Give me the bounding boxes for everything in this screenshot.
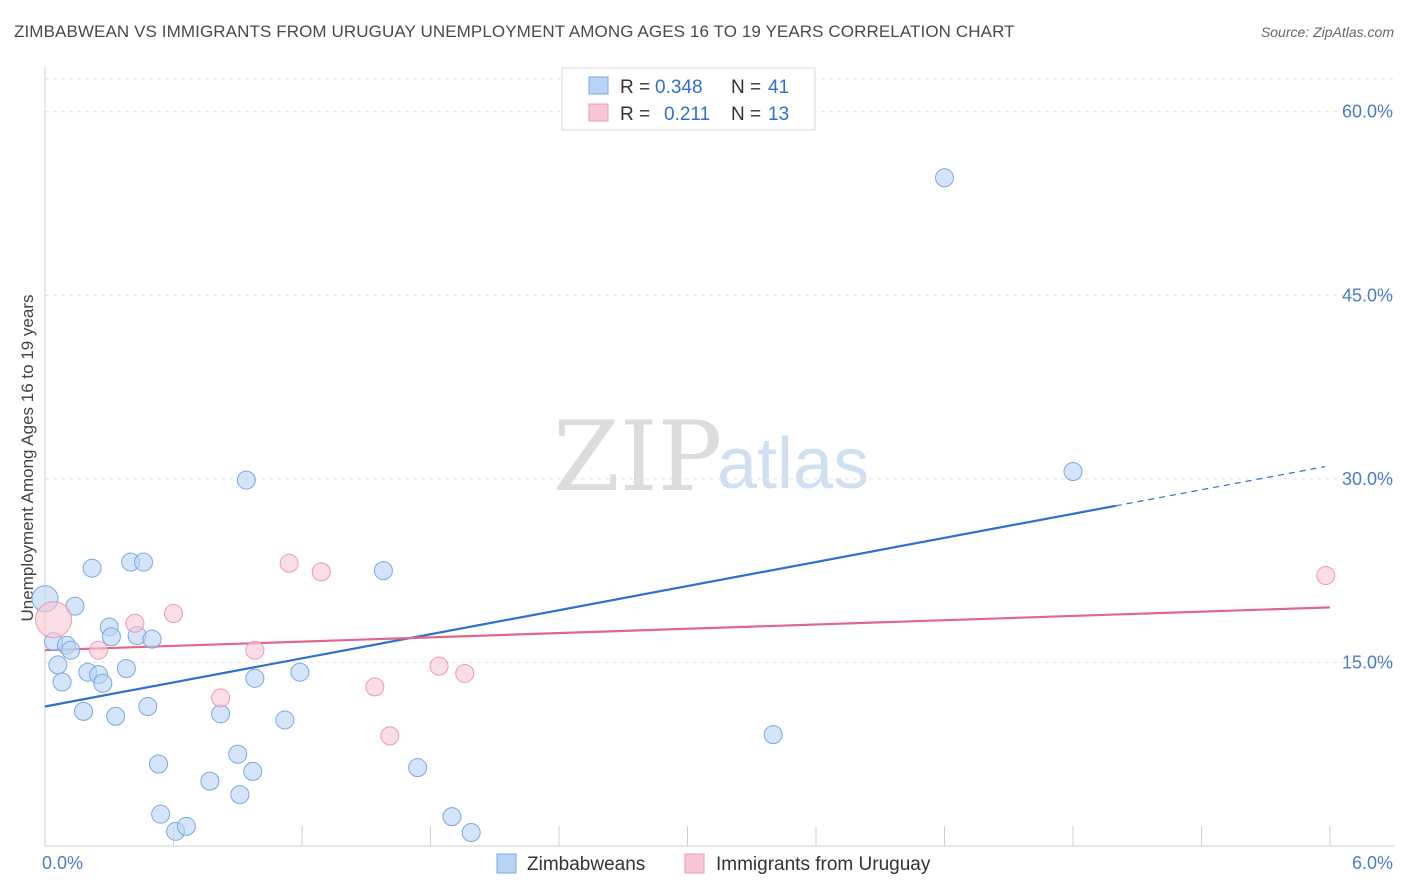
point-zimbabweans [243,761,263,781]
legend-n-value-pink: 13 [768,104,789,125]
watermark-zip: ZIP [553,401,722,513]
bottom-legend-zimbabweans: Zimbabweans [527,854,645,875]
point-zimbabweans [93,673,113,693]
point-zimbabweans [200,771,220,791]
point-uruguay [245,640,265,660]
y-tick-label: 60.0% [1342,102,1393,122]
trend-line-uruguay [44,606,1331,652]
x-tick-labels: 0.0% 6.0% [42,853,1393,873]
point-zimbabweans [74,701,94,721]
point-zimbabweans [211,704,231,724]
point-uruguay [125,613,145,633]
point-zimbabweans [275,710,295,730]
legend-n-label: N = [731,104,761,125]
point-zimbabweans [176,816,196,836]
axes [44,67,1395,847]
point-zimbabweans [1063,462,1083,482]
trend-line-zimbabweans-extension [1115,466,1326,507]
legend-r-value-blue: 0.348 [655,77,703,98]
point-zimbabweans [106,706,126,726]
point-zimbabweans [101,627,121,647]
point-uruguay [429,656,449,676]
bottom-legend-swatch-pink [684,853,705,874]
point-zimbabweans [935,168,954,188]
point-uruguay [211,688,231,708]
point-zimbabweans [228,744,248,764]
point-zimbabweans [236,470,256,490]
y-tick-label: 45.0% [1342,285,1393,305]
point-zimbabweans [52,672,72,692]
trend-line-zimbabweans [44,504,1117,708]
point-zimbabweans [151,804,171,824]
point-uruguay [380,726,400,746]
point-zimbabweans [61,640,81,660]
point-zimbabweans [290,662,310,682]
point-zimbabweans [230,785,250,805]
point-uruguay [164,603,183,623]
point-uruguay [455,663,475,683]
point-zimbabweans [763,725,783,745]
chart-title: ZIMBABWEAN VS IMMIGRANTS FROM URUGUAY UN… [14,22,1015,41]
point-zimbabweans [149,754,169,774]
point-zimbabweans [442,807,462,827]
point-zimbabweans [461,823,481,843]
x-tick-label-min: 0.0% [42,853,83,873]
legend-swatch-blue [588,76,609,95]
legend-swatch-pink [588,103,609,122]
data-points [31,168,1336,843]
point-uruguay [311,562,331,582]
gridlines [45,78,1395,663]
watermark-atlas: atlas [717,424,869,504]
legend-r-label: R = [620,104,650,125]
point-uruguay [89,640,109,660]
bottom-legend-swatch-blue [496,853,517,874]
legend-n-value-blue: 41 [768,77,789,98]
y-tick-labels: 15.0% 30.0% 45.0% 60.0% [1342,102,1393,673]
point-zimbabweans [245,668,265,688]
source-label: Source: ZipAtlas.com [1260,24,1394,40]
point-zimbabweans [408,758,428,778]
point-zimbabweans [134,552,154,572]
legend-n-label: N = [731,77,761,98]
point-zimbabweans [138,696,158,716]
legend-r-value-pink: 0.211 [664,104,710,125]
point-uruguay [35,601,73,639]
point-zimbabweans [116,659,136,679]
point-uruguay [365,677,385,697]
point-uruguay [279,553,299,573]
stats-legend: R = 0.348 N = 41 R = 0.211 N = 13 [561,67,816,131]
y-axis-label: Unemployment Among Ages 16 to 19 years [18,295,37,622]
point-uruguay [1316,566,1336,586]
y-tick-label: 15.0% [1342,652,1393,672]
series-legend: Zimbabweans Immigrants from Uruguay [496,853,931,875]
point-zimbabweans [82,558,102,578]
bottom-legend-uruguay: Immigrants from Uruguay [716,854,931,875]
watermark: ZIP atlas [553,401,869,513]
legend-r-label: R = [620,77,650,98]
point-zimbabweans [142,629,162,649]
y-tick-label: 30.0% [1342,469,1393,489]
point-zimbabweans [373,561,393,581]
x-tick-label-max: 6.0% [1352,853,1393,873]
point-zimbabweans [48,655,68,675]
